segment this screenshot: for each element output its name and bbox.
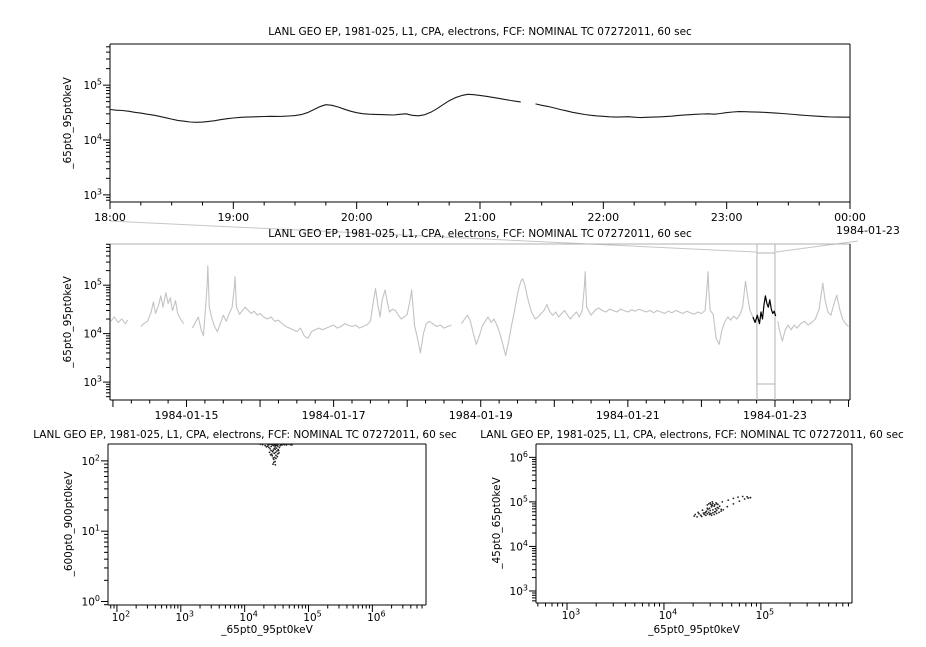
log-tick-label: 102 [112, 610, 130, 625]
time-selection-box[interactable] [756, 244, 776, 400]
x-tick-label: 1984-01-19 [449, 409, 513, 422]
y-axis-ticks: 103 104 105 106 [510, 450, 536, 602]
x-axis-date-label: 1984-01-23 [836, 224, 900, 237]
x-tick-label: 23:00 [711, 211, 743, 224]
panel-scatter-45-65-vs-65-95: 103 104 105 103 104 105 106 [510, 443, 853, 623]
y-axis-label-scatter-left: _600pt0_900pt0keV [63, 471, 75, 577]
plot-area-scatter-600-900-vs-65-95[interactable] [108, 444, 426, 605]
panel-title-context: LANL GEO EP, 1981-025, L1, CPA, electron… [268, 228, 692, 240]
x-axis-ticks: 1984-01-15 1984-01-17 1984-01-19 1984-01-21… [112, 400, 850, 422]
x-tick-label: 1984-01-15 [155, 409, 219, 422]
log-tick-label: 104 [84, 326, 102, 341]
log-tick-label: 103 [176, 610, 194, 625]
log-tick-label: 104 [239, 610, 257, 625]
log-tick-label: 104 [510, 539, 528, 554]
log-tick-label: 101 [82, 524, 100, 539]
x-tick-label: 22:00 [587, 211, 619, 224]
log-tick-label: 106 [510, 450, 528, 465]
x-tick-label: 21:00 [464, 211, 496, 224]
y-axis-ticks: 103 104 105 [84, 46, 110, 202]
panel-title-scatter-left: LANL GEO EP, 1981-025, L1, CPA, electron… [33, 429, 457, 441]
log-tick-label: 104 [84, 133, 102, 148]
panel-title-scatter-right: LANL GEO EP, 1981-025, L1, CPA, electron… [480, 429, 904, 441]
zoom-context-line-left [109, 220, 757, 253]
log-tick-label: 103 [510, 583, 528, 598]
x-tick-label: 1984-01-17 [302, 409, 366, 422]
log-tick-label: 105 [303, 610, 321, 625]
x-axis-ticks: 18:00 19:00 20:00 21:00 22:00 23:00 00:00 [94, 202, 866, 224]
log-tick-label: 106 [367, 610, 385, 625]
log-tick-label: 103 [84, 187, 102, 202]
y-axis-ticks: 100 101 102 [82, 453, 108, 608]
log-tick-label: 105 [84, 278, 102, 293]
y-axis-label-scatter-right: _45pt0_65pt0keV [491, 477, 503, 569]
plot-area-scatter-45-65-vs-65-95[interactable] [536, 444, 852, 603]
log-tick-label: 104 [659, 608, 677, 623]
zoom-context-connectors [109, 220, 859, 253]
x-tick-label: 1984-01-23 [743, 409, 807, 422]
panel-scatter-600-900-vs-65-95: 102 103 104 105 106 100 101 102 [82, 443, 427, 625]
panel-top-timeseries: 18:00 19:00 20:00 21:00 22:00 23:00 00:0010310… [84, 43, 866, 224]
x-tick-label: 1984-01-21 [596, 409, 660, 422]
series-highlighted-selection-segment [752, 295, 777, 325]
log-tick-label: 102 [82, 453, 100, 468]
series-flux-correlation-600-900 [259, 444, 293, 466]
x-tick-label: 19:00 [217, 211, 249, 224]
log-tick-label: 105 [84, 78, 102, 93]
panel-context-timeseries: 1984-01-15 1984-01-17 1984-01-19 1984-01-21… [84, 243, 851, 422]
log-tick-label: 105 [756, 608, 774, 623]
x-axis-label-scatter-right: _65pt0_95pt0keV [648, 624, 740, 636]
log-tick-label: 103 [562, 608, 580, 623]
plot-area-context-timeseries[interactable] [110, 244, 850, 400]
log-tick-label: 105 [510, 494, 528, 509]
series-electron-flux-65-95keV [110, 93, 850, 123]
series-flux-correlation-45-65 [693, 495, 752, 518]
zoom-context-line-right [775, 240, 859, 253]
x-axis-ticks: 103 104 105 [537, 603, 849, 623]
plot-area-top-timeseries[interactable] [110, 44, 850, 202]
panel-title-top: LANL GEO EP, 1981-025, L1, CPA, electron… [268, 26, 692, 38]
y-axis-ticks: 103 104 105 [84, 243, 110, 398]
y-axis-label-context: _65pt0_95pt0keV [62, 276, 74, 368]
x-tick-label: 20:00 [341, 211, 373, 224]
log-tick-label: 100 [82, 594, 100, 609]
series-electron-flux-65-95keV-context [110, 265, 849, 357]
log-tick-label: 103 [84, 375, 102, 390]
x-axis-ticks: 102 103 104 105 106 [110, 605, 423, 625]
x-axis-label-scatter-left: _65pt0_95pt0keV [221, 624, 313, 636]
x-tick-label: 18:00 [94, 211, 126, 224]
y-axis-label-top: _65pt0_95pt0keV [62, 77, 74, 169]
x-tick-label: 00:00 [834, 211, 866, 224]
